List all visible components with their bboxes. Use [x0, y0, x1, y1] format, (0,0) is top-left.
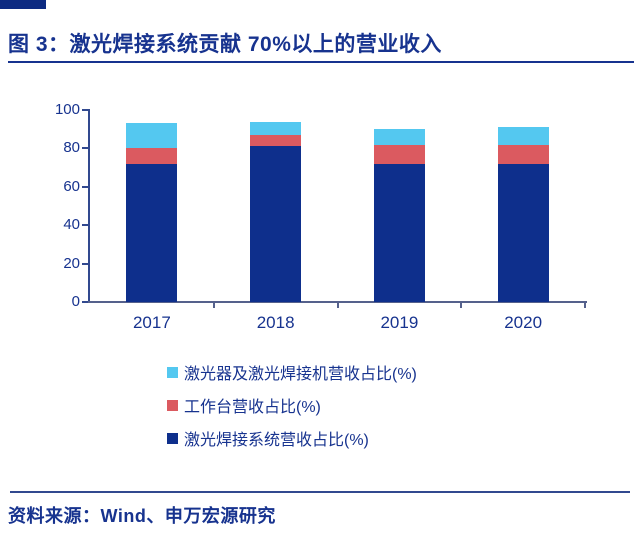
figure-title: 图 3：激光焊接系统贡献 70%以上的营业收入 — [8, 33, 442, 56]
y-axis-tick — [82, 185, 88, 188]
y-axis-tick-label: 0 — [71, 293, 80, 310]
y-axis-tick — [82, 224, 88, 227]
x-axis-category-label: 2019 — [380, 313, 419, 332]
x-axis-category-label: 2020 — [504, 313, 543, 332]
y-axis-tick-label: 80 — [63, 139, 80, 157]
chart-legend: 激光器及激光焊接机营收占比(%) 工作台营收占比(%) 激光焊接系统营收占比(%) — [167, 362, 417, 461]
legend-swatch-icon — [167, 366, 178, 378]
legend-item: 激光器及激光焊接机营收占比(%) — [167, 362, 417, 383]
bar-segment — [497, 163, 549, 302]
bar-segment — [126, 123, 178, 149]
bar-segment — [497, 144, 549, 164]
title-divider — [8, 61, 634, 63]
x-axis-category-label: 2018 — [256, 313, 295, 332]
stacked-bar-2018 — [250, 121, 302, 302]
bar-segment — [497, 127, 549, 145]
legend-item-label: 工作台营收占比(%) — [184, 399, 321, 416]
y-axis-tick-label: 20 — [63, 254, 80, 272]
bar-segment — [250, 121, 302, 135]
bar-segment — [250, 134, 302, 147]
bar-segment — [126, 148, 178, 164]
y-axis-tick — [82, 109, 88, 111]
legend-swatch-icon — [167, 399, 178, 411]
legend-item-label: 激光焊接系统营收占比(%) — [184, 432, 369, 449]
y-axis-line — [88, 109, 90, 303]
y-axis-tick — [82, 301, 88, 303]
legend-swatch-icon — [167, 432, 178, 444]
y-axis-tick-label: 40 — [63, 216, 80, 234]
y-axis-tick — [82, 262, 88, 265]
x-axis-tick — [584, 303, 586, 308]
x-axis-line — [88, 301, 587, 303]
stacked-bar-2020 — [497, 127, 549, 302]
bar-segment — [373, 163, 425, 302]
bar-segment — [126, 163, 178, 302]
legend-item-label: 激光器及激光焊接机营收占比(%) — [184, 366, 417, 383]
x-axis-tick — [336, 303, 339, 308]
y-axis-tick — [82, 147, 88, 150]
x-axis-category-label: 2017 — [132, 313, 171, 332]
bar-segment — [373, 129, 425, 145]
y-axis-tick-label: 100 — [54, 101, 80, 118]
legend-item: 工作台营收占比(%) — [167, 395, 417, 416]
legend-item: 激光焊接系统营收占比(%) — [167, 428, 417, 449]
top-left-accent-strip — [0, 0, 46, 9]
stacked-bar-2017 — [126, 123, 178, 302]
data-source-text: 资料来源：Wind、申万宏源研究 — [8, 506, 276, 526]
footer-divider — [10, 491, 630, 493]
y-axis-tick-label: 60 — [63, 177, 80, 195]
stacked-bar-2019 — [373, 129, 425, 302]
x-axis-tick — [460, 303, 463, 308]
x-axis-tick — [212, 303, 215, 308]
bar-segment — [373, 144, 425, 164]
bar-segment — [250, 146, 302, 302]
plot-area — [90, 110, 585, 302]
